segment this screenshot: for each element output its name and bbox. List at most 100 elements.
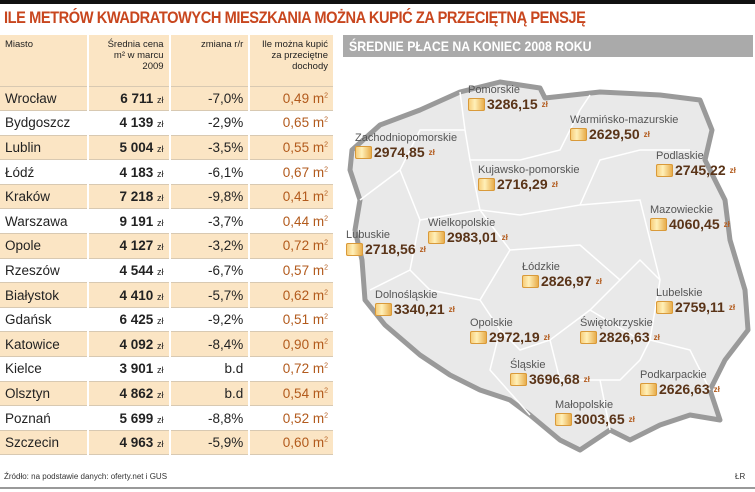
table-row: Opole 4 127 zł -3,2% 0,72 m2 (0, 233, 335, 259)
table-row: Gdańsk 6 425 zł -9,2% 0,51 m2 (0, 307, 335, 333)
region-label: Warmińsko-mazurskie 2629,50 zł (570, 114, 678, 142)
change-cell: -8,8% (169, 405, 251, 431)
price-value: 4 127 (119, 238, 154, 254)
coins-icon (375, 302, 392, 316)
city-cell: Gdańsk (0, 307, 89, 333)
region-wage: 2826,63 zł (580, 329, 660, 345)
region-name: Świętokrzyskie (580, 317, 653, 329)
region-name: Zachodniopomorskie (355, 132, 458, 144)
coins-icon (656, 300, 673, 314)
region-wage: 2626,63 zł (640, 381, 720, 397)
wage-value: 3696,68 (529, 371, 580, 387)
area-value: 0,60 (282, 435, 310, 451)
area-value: 0,90 (282, 336, 310, 352)
currency-unit: zł (628, 414, 635, 424)
currency-unit: zł (501, 232, 508, 242)
currency-unit: zł (551, 179, 558, 189)
area-value: 0,62 (282, 287, 310, 303)
wage-value: 2759,11 (675, 299, 725, 315)
area-unit: m (312, 213, 325, 229)
change-cell: -8,4% (169, 331, 251, 358)
region-wage: 3696,68 zł (510, 371, 590, 387)
wage-value: 2983,01 (447, 229, 498, 245)
region-wage: 2718,56 zł (346, 241, 426, 257)
region-wage: 2974,85 zł (355, 144, 457, 160)
currency-unit: zł (157, 217, 164, 228)
region-label: Małopolskie 3003,65 zł (555, 399, 635, 427)
currency-unit: zł (157, 365, 164, 376)
area-cell: 0,72 m2 (249, 356, 335, 382)
region-name: Mazowieckie (650, 204, 713, 216)
map-title-text: ŚREDNIE PŁACE NA KONIEC 2008 ROKU (349, 38, 592, 54)
price-value: 5 699 (119, 410, 154, 426)
region-wage: 2972,19 zł (470, 329, 550, 345)
region-name: Wielkopolskie (428, 217, 496, 229)
area-cell: 0,55 m2 (249, 135, 335, 161)
table-row: Białystok 4 410 zł -5,7% 0,62 m2 (0, 282, 335, 308)
price-value: 4 183 (119, 164, 154, 180)
region-wage: 2629,50 zł (570, 126, 678, 142)
area-unit: m (312, 435, 325, 451)
price-cell: 6 711 zł (87, 86, 171, 112)
wage-value: 2972,19 (489, 329, 540, 345)
region-wage: 2826,97 zł (522, 273, 602, 289)
region-label: Podkarpackie 2626,63 zł (640, 369, 720, 397)
wage-value: 2826,63 (599, 329, 650, 345)
region-name: Podkarpackie (640, 369, 707, 381)
price-value: 6 711 (120, 90, 154, 106)
price-cell: 4 963 zł (87, 430, 171, 456)
region-label: Opolskie 2972,19 zł (470, 317, 550, 345)
region-label: Łódzkie 2826,97 zł (522, 261, 602, 289)
area-value: 0,52 (282, 410, 310, 426)
table-row: Bydgoszcz 4 139 zł -2,9% 0,65 m2 (0, 110, 335, 136)
city-cell: Rzeszów (0, 258, 89, 284)
currency-unit: zł (157, 266, 164, 277)
wage-value: 4060,45 (669, 216, 720, 232)
price-cell: 4 862 zł (87, 381, 171, 407)
region-name: Podlaskie (656, 150, 704, 162)
author-initials: ŁR (735, 472, 746, 481)
change-cell: -3,5% (169, 135, 251, 161)
coins-icon (355, 145, 372, 159)
price-cell: 5 004 zł (87, 135, 171, 161)
area-cell: 0,90 m2 (249, 331, 335, 358)
area-unit: m (312, 115, 325, 131)
region-label: Kujawsko-pomorskie 2716,29 zł (478, 164, 579, 192)
region-name: Lubelskie (656, 287, 703, 299)
price-cell: 6 425 zł (87, 307, 171, 333)
table-header: Miasto Średnia cena m² w marcu 2009 zmia… (0, 35, 335, 87)
change-cell: -5,7% (169, 282, 251, 308)
currency-unit: zł (157, 119, 164, 130)
col-city: Miasto (0, 35, 89, 87)
wage-value: 2718,56 (365, 241, 416, 257)
price-cell: 4 410 zł (87, 282, 171, 308)
region-name: Dolnośląskie (375, 289, 438, 301)
area-unit: m (312, 164, 325, 180)
area-value: 0,41 (282, 189, 310, 205)
coins-icon (522, 274, 539, 288)
price-value: 4 139 (119, 115, 154, 131)
change-cell: -9,8% (169, 184, 251, 210)
price-cell: 7 218 zł (87, 184, 171, 210)
city-cell: Wrocław (0, 86, 89, 112)
top-rule (0, 0, 755, 4)
area-value: 0,49 (282, 90, 310, 106)
currency-unit: zł (728, 302, 736, 312)
bottom-rule (0, 487, 755, 489)
coins-icon (555, 412, 572, 426)
region-wage: 3340,21 zł (375, 301, 455, 317)
price-value: 4 544 (119, 262, 154, 278)
region-name: Łódzkie (522, 261, 560, 273)
map-title: ŚREDNIE PŁACE NA KONIEC 2008 ROKU (343, 35, 753, 57)
price-cell: 4 127 zł (87, 233, 171, 259)
change-cell: b.d (169, 356, 251, 382)
region-name: Kujawsko-pomorskie (478, 164, 580, 176)
table-row: Poznań 5 699 zł -8,8% 0,52 m2 (0, 405, 335, 431)
area-cell: 0,41 m2 (249, 184, 335, 210)
price-cell: 9 191 zł (87, 208, 171, 235)
area-unit: m (312, 238, 325, 254)
change-cell: -6,7% (169, 258, 251, 284)
price-value: 4 092 (119, 336, 154, 352)
city-cell: Olsztyn (0, 381, 89, 407)
city-cell: Opole (0, 233, 89, 259)
